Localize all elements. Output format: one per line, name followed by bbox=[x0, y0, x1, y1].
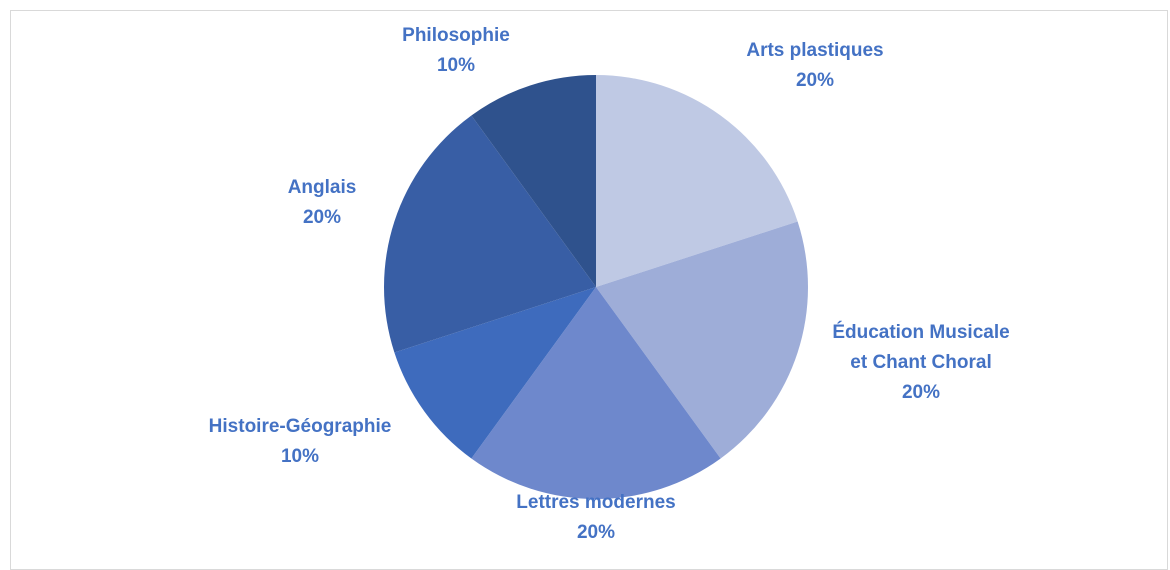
pie-slice-arts-plastiques bbox=[596, 75, 798, 287]
data-label-philosophie: Philosophie 10% bbox=[402, 25, 510, 76]
data-label-line: Histoire-Géographie bbox=[209, 416, 392, 437]
pie-slice-lettres-modernes bbox=[471, 287, 721, 499]
data-label-line: 20% bbox=[796, 70, 834, 91]
data-label-line: 10% bbox=[281, 446, 319, 467]
data-label-lettres-modernes: Lettres modernes 20% bbox=[516, 492, 675, 543]
data-label-line: Éducation Musicale bbox=[832, 321, 1009, 343]
data-label-anglais: Anglais 20% bbox=[288, 177, 357, 228]
pie-chart: Arts plastiques 20% Éducation Musicale et C… bbox=[209, 25, 1010, 543]
data-label-line: Anglais bbox=[288, 177, 357, 198]
data-label-line: 20% bbox=[577, 522, 615, 543]
data-label-arts-plastiques: Arts plastiques 20% bbox=[746, 40, 883, 91]
data-label-line: et Chant Choral bbox=[850, 352, 991, 373]
pie-slices bbox=[384, 75, 808, 499]
data-label-line: Arts plastiques bbox=[746, 40, 883, 61]
data-label-line: 20% bbox=[303, 207, 341, 228]
data-label-line: 20% bbox=[902, 382, 940, 403]
pie-labels: Arts plastiques 20% Éducation Musicale et C… bbox=[209, 25, 1010, 543]
data-label-histoire-geographie: Histoire-Géographie 10% bbox=[209, 416, 392, 467]
pie-slice-histoire-geographie bbox=[394, 287, 596, 459]
pie-slice-philosophie bbox=[471, 75, 596, 287]
data-label-education-musicale-et-chant-choral: Éducation Musicale et Chant Choral 20% bbox=[832, 321, 1009, 403]
data-label-line: Philosophie bbox=[402, 25, 510, 46]
data-label-line: 10% bbox=[437, 55, 475, 76]
pie-slice-education-musicale-et-chant-choral bbox=[596, 221, 808, 459]
pie-slice-anglais bbox=[384, 115, 596, 353]
data-label-line: Lettres modernes bbox=[516, 492, 675, 513]
